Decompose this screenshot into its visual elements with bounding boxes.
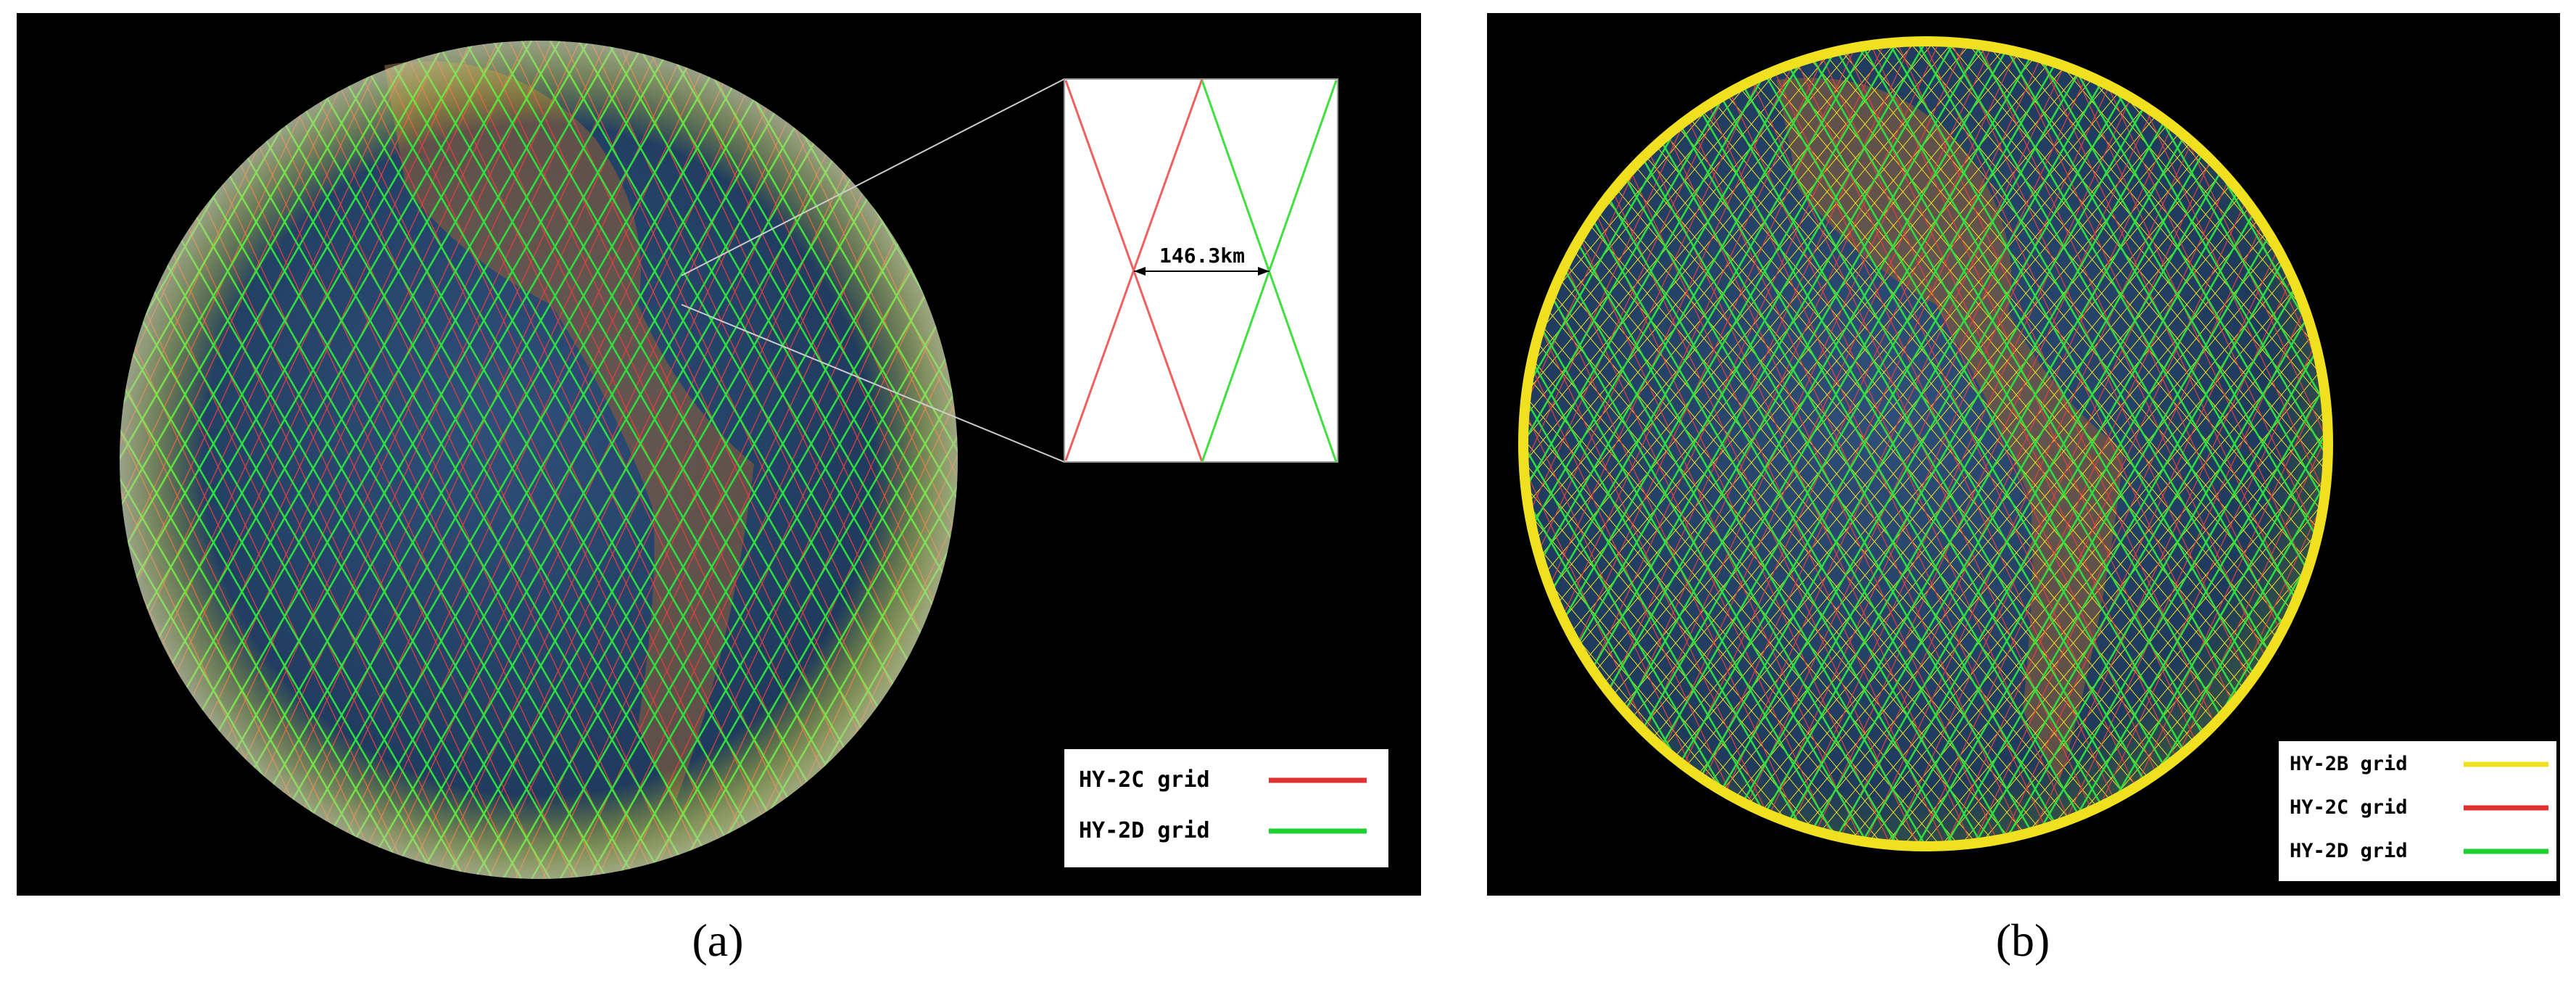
distance-label: 146.3km [1159, 244, 1245, 268]
legend-b: HY-2B grid HY-2C grid HY-2D grid [2279, 741, 2556, 881]
legend-a: HY-2C grid HY-2D grid [1064, 749, 1388, 867]
panel-label: (b) [1996, 914, 2050, 966]
legend-entry: HY-2D grid [2290, 840, 2408, 862]
legend-entry: HY-2C grid [2290, 796, 2408, 819]
panel-label: (a) [692, 914, 743, 966]
globe-a [120, 41, 958, 879]
inset: 146.3km [1064, 78, 1338, 463]
legend-entry: HY-2C grid [1079, 767, 1210, 793]
globe-b [1518, 36, 2333, 851]
legend-entry: HY-2D grid [1079, 818, 1210, 843]
legend-entry: HY-2B grid [2290, 753, 2408, 775]
